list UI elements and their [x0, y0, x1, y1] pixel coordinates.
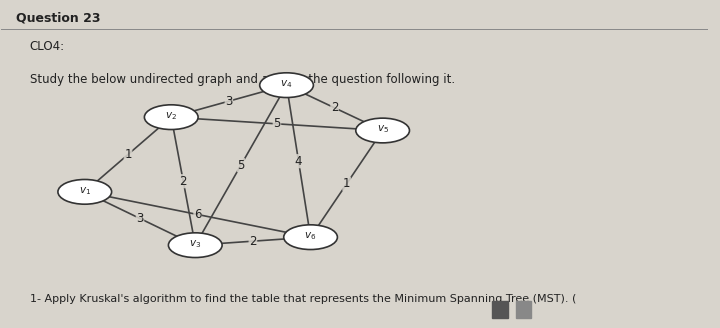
Text: $v_2$: $v_2$	[166, 110, 177, 122]
Circle shape	[168, 233, 222, 257]
Text: 5: 5	[274, 117, 281, 130]
Circle shape	[284, 225, 338, 250]
Text: $v_5$: $v_5$	[377, 124, 389, 135]
Text: 3: 3	[136, 212, 144, 225]
Text: $v_1$: $v_1$	[78, 185, 91, 197]
Bar	[492, 300, 508, 318]
Text: $v_6$: $v_6$	[305, 230, 317, 242]
Text: 1: 1	[343, 177, 351, 190]
Text: 3: 3	[225, 95, 233, 108]
Text: $v_3$: $v_3$	[189, 238, 202, 250]
Text: 5: 5	[237, 159, 245, 172]
Text: 2: 2	[179, 175, 187, 188]
Text: 1: 1	[125, 148, 132, 161]
Text: 2: 2	[249, 235, 256, 248]
Text: 1- Apply Kruskal's algorithm to find the table that represents the Minimum Spann: 1- Apply Kruskal's algorithm to find the…	[30, 294, 576, 304]
Text: 4: 4	[294, 155, 302, 168]
Text: Question 23: Question 23	[16, 11, 100, 24]
Circle shape	[356, 118, 410, 143]
Text: CLO4:: CLO4:	[30, 40, 65, 53]
Circle shape	[260, 73, 313, 97]
Text: 2: 2	[330, 101, 338, 114]
Bar	[516, 300, 531, 318]
Circle shape	[145, 105, 198, 130]
Circle shape	[58, 179, 112, 204]
Text: $v_4$: $v_4$	[280, 78, 293, 90]
Text: Study the below undirected graph and answer the question following it.: Study the below undirected graph and ans…	[30, 73, 455, 86]
Text: 6: 6	[194, 208, 202, 221]
